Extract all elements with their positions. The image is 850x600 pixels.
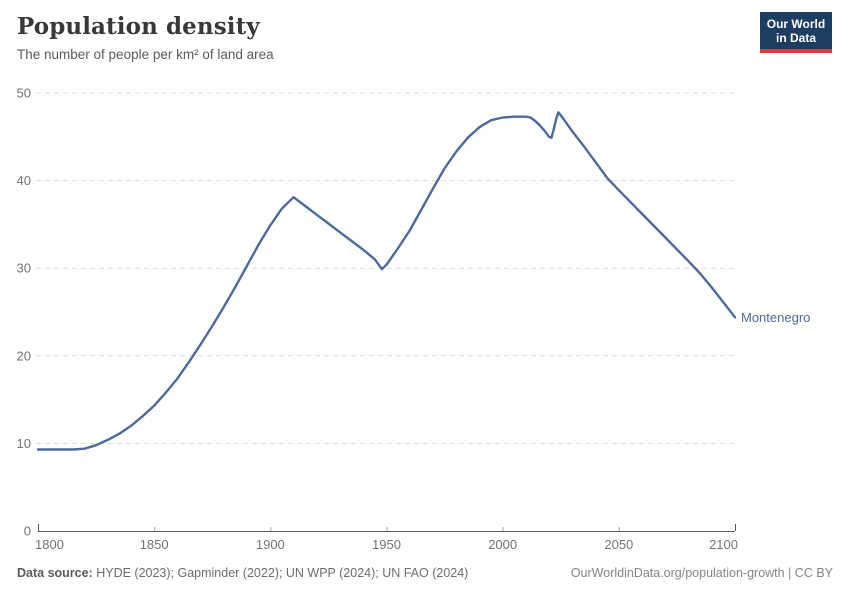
data-source-text: HYDE (2023); Gapminder (2022); UN WPP (2… bbox=[92, 566, 469, 580]
x-axis-label-1950: 1950 bbox=[372, 537, 401, 552]
owid-logo-line2: in Data bbox=[775, 31, 816, 46]
y-axis-label-30: 30 bbox=[17, 261, 31, 276]
x-axis-label-2000: 2000 bbox=[488, 537, 517, 552]
owid-logo-line1: Our World bbox=[766, 17, 826, 31]
x-axis-label-1900: 1900 bbox=[256, 537, 285, 552]
entity-label-montenegro[interactable]: Montenegro bbox=[741, 310, 810, 325]
x-axis-label-1800: 1800 bbox=[35, 537, 64, 552]
x-axis-label-1850: 1850 bbox=[140, 537, 169, 552]
y-axis-label-10: 10 bbox=[17, 436, 31, 451]
chart-title: Population density bbox=[17, 13, 260, 40]
data-source-label: Data source: bbox=[17, 566, 93, 580]
y-axis-label-50: 50 bbox=[17, 86, 31, 101]
chart-subtitle: The number of people per km² of land are… bbox=[17, 47, 274, 62]
owid-logo[interactable]: Our World in Data bbox=[760, 12, 832, 54]
chart-footer: Data source: HYDE (2023); Gapminder (202… bbox=[17, 566, 833, 580]
x-axis-label-2050: 2050 bbox=[604, 537, 633, 552]
chart-header: Population density The number of people … bbox=[17, 13, 274, 62]
y-axis-label-20: 20 bbox=[17, 348, 31, 363]
y-axis-label-40: 40 bbox=[17, 173, 31, 188]
density-line-montenegro[interactable] bbox=[36, 111, 737, 451]
x-axis-label-2100: 2100 bbox=[709, 537, 738, 552]
footer-link[interactable]: OurWorldinData.org/population-growth | C… bbox=[570, 566, 833, 580]
y-axis-label-0: 0 bbox=[24, 524, 31, 539]
data-sources: Data source: HYDE (2023); Gapminder (202… bbox=[17, 566, 468, 580]
